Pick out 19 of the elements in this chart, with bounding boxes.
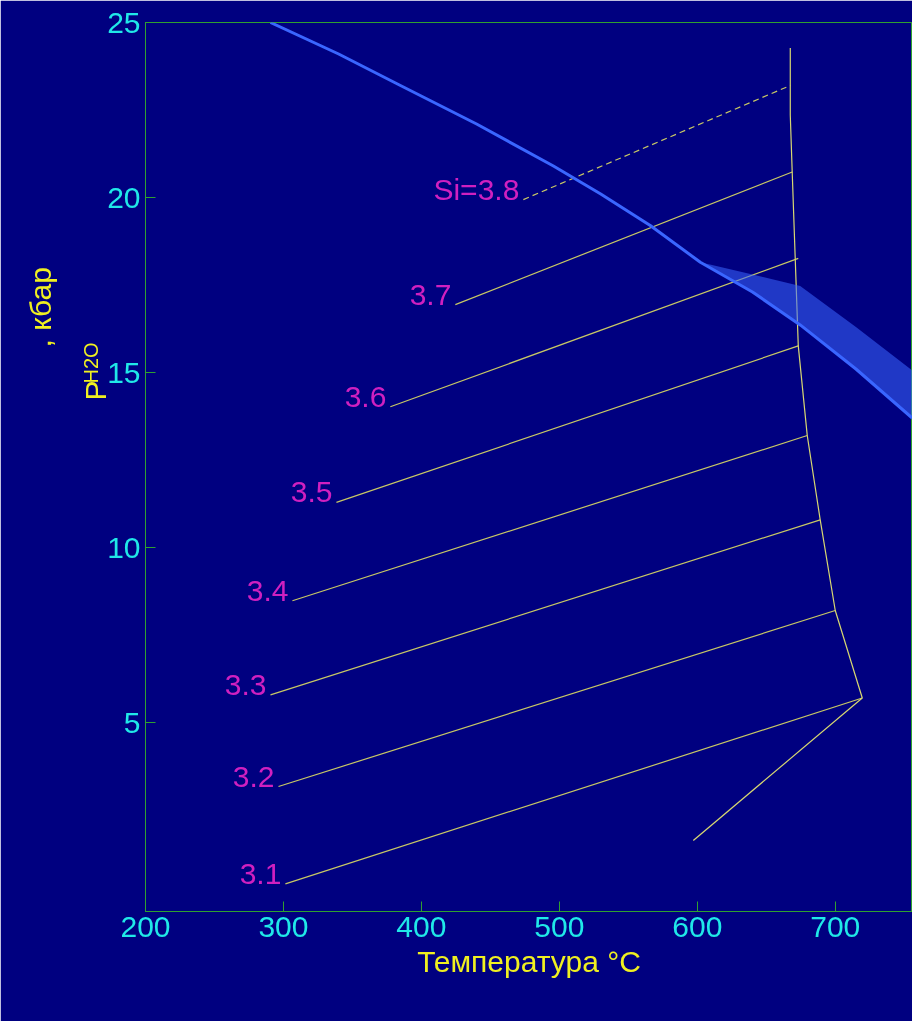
y-tick-label: 20: [107, 180, 141, 214]
x-tick-label: 200: [120, 909, 171, 943]
x-tick-label: 500: [534, 909, 585, 943]
x-axis-title: Температура °C: [417, 944, 641, 978]
annotation: 3.2: [232, 759, 275, 793]
annotation: 3.3: [224, 667, 267, 701]
annotation: 3.7: [409, 277, 452, 311]
annotation: 3.4: [246, 573, 289, 607]
y-tick-label: 10: [107, 530, 141, 564]
annotation: 3.1: [239, 856, 282, 890]
annotation: 3.6: [344, 379, 387, 413]
annotation: Si=3.8: [433, 173, 520, 207]
y-tick-label: 25: [107, 5, 141, 39]
annotation: 3.5: [290, 475, 333, 509]
x-tick-label: 300: [258, 909, 309, 943]
x-tick-label: 400: [396, 909, 447, 943]
y-tick-label: 5: [123, 705, 141, 739]
x-tick-label: 700: [810, 909, 861, 943]
x-tick-label: 600: [672, 909, 723, 943]
